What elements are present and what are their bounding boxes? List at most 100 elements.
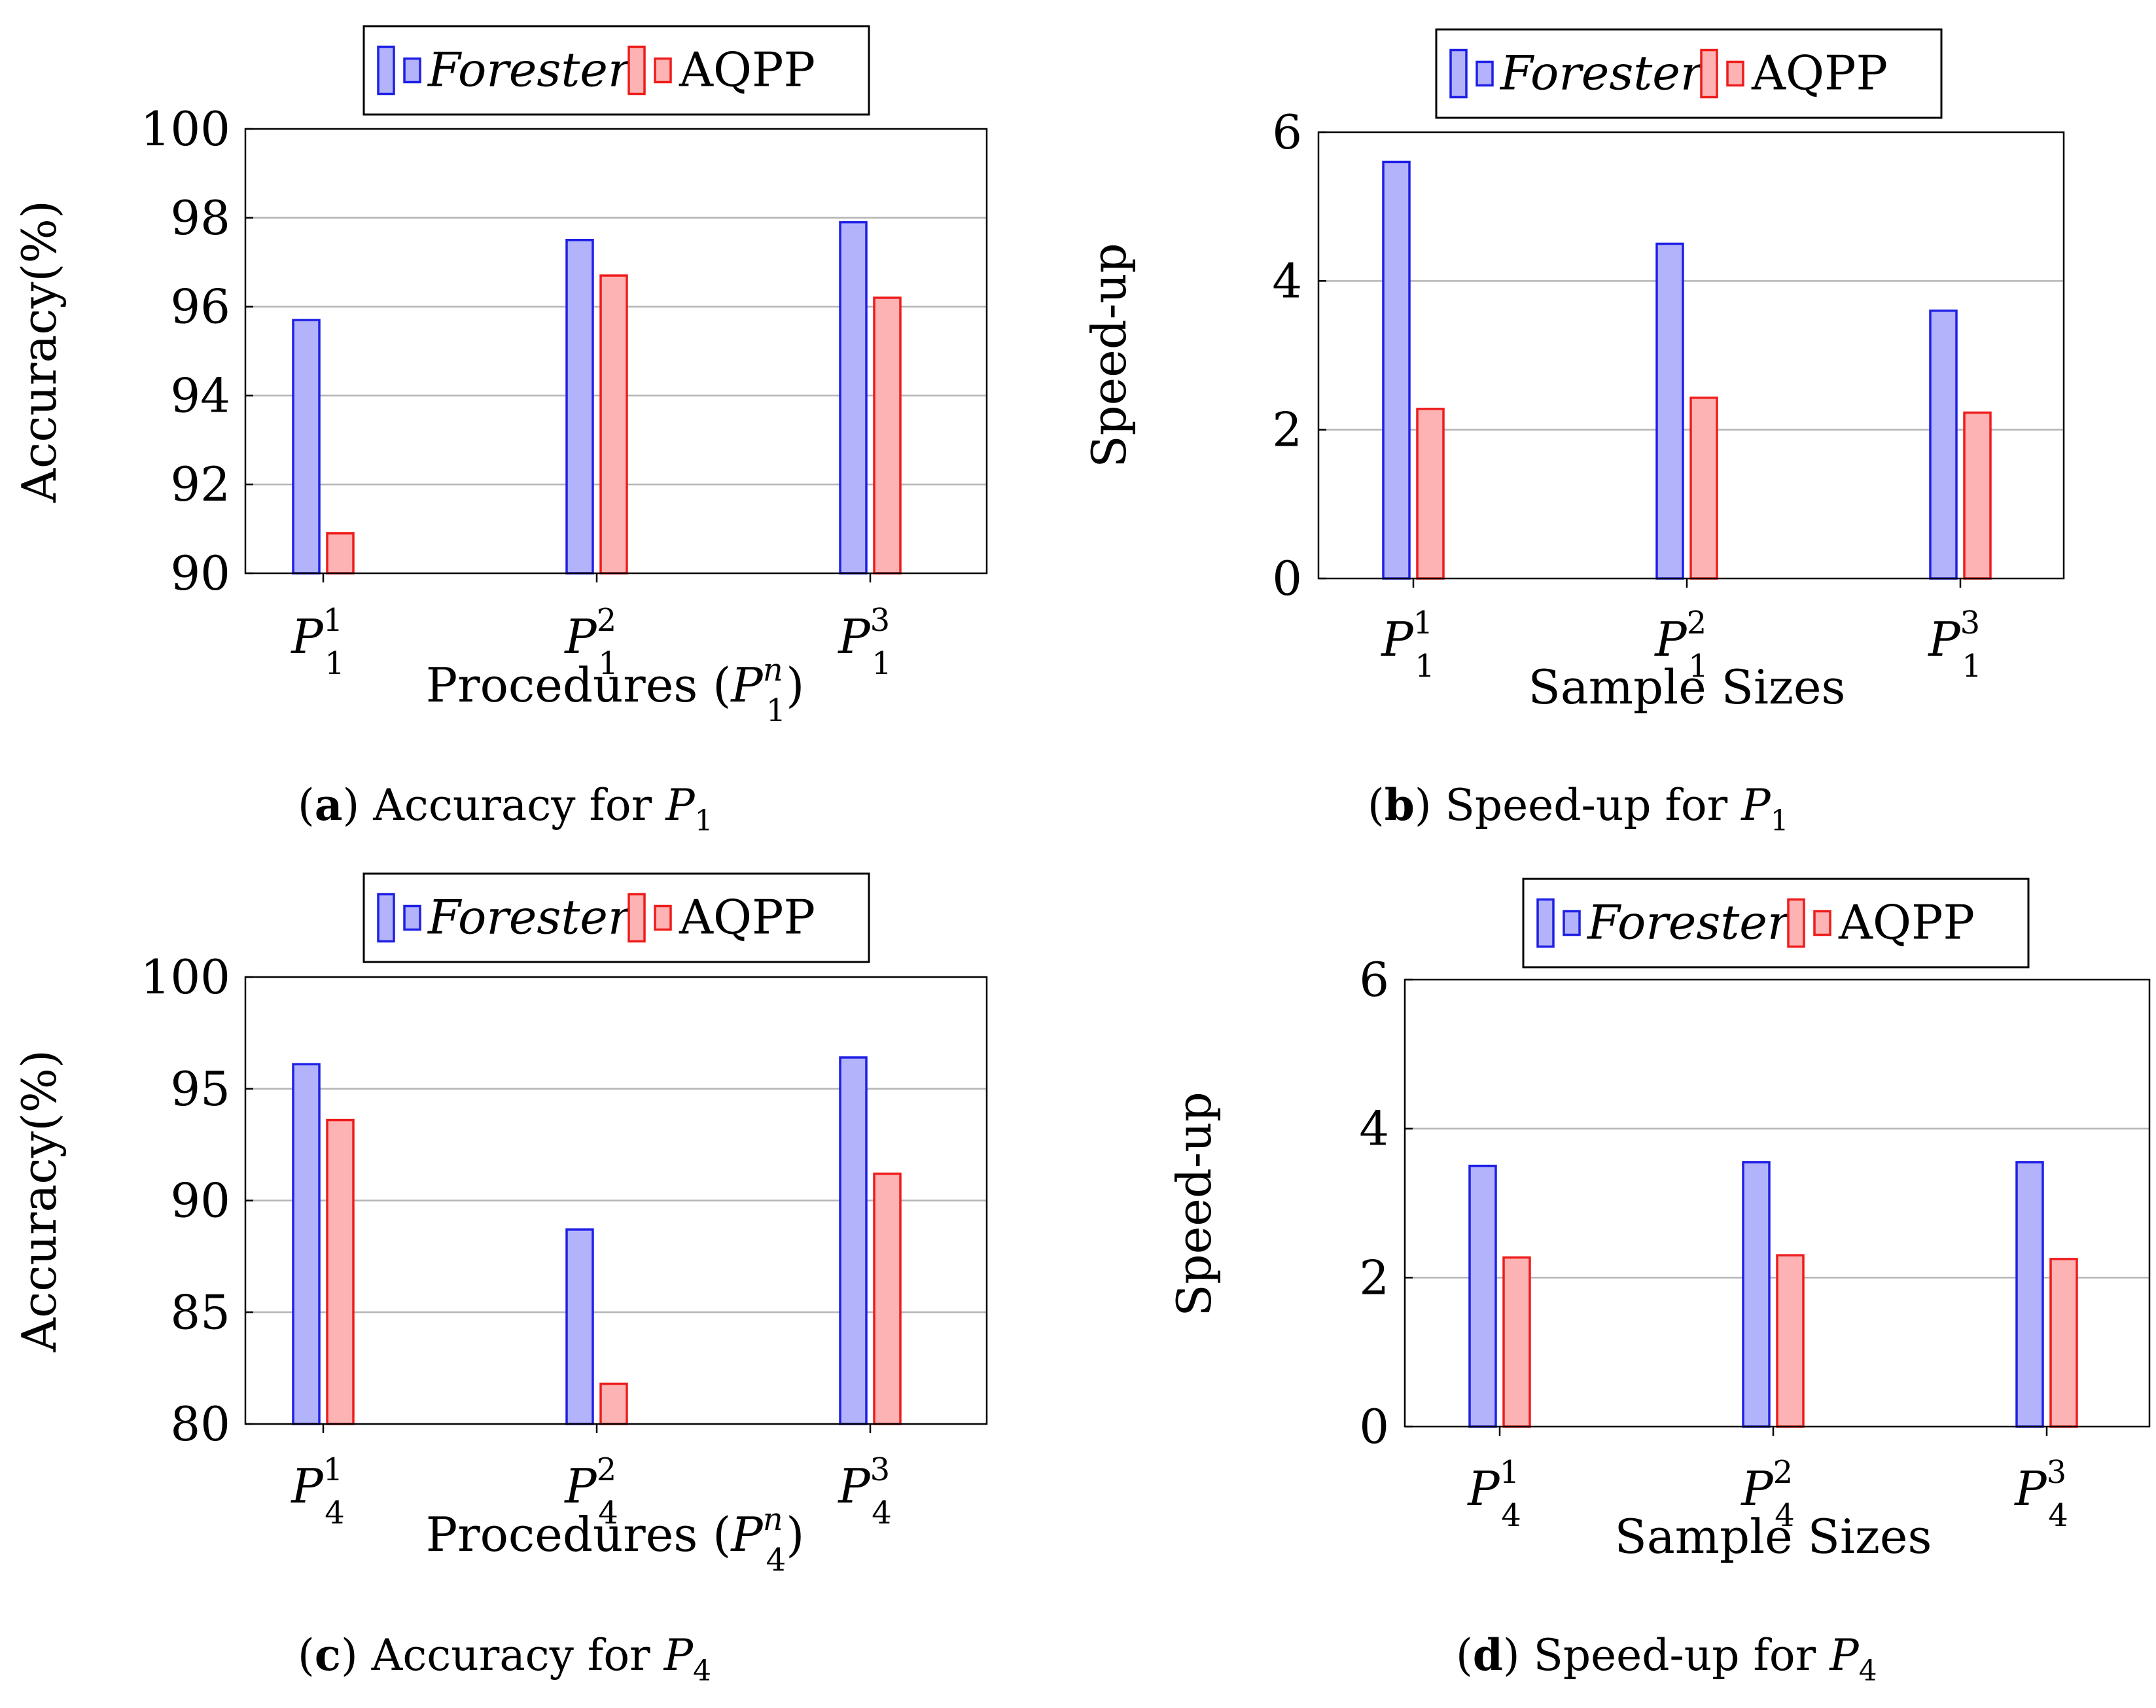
caption-var: P bbox=[1741, 780, 1771, 830]
bar-aqpp-2 bbox=[1689, 397, 1718, 580]
caption-close-paren: ) bbox=[1415, 780, 1445, 830]
legend-swatch-forester bbox=[1536, 898, 1555, 948]
x-axis-title-sup: n bbox=[763, 1501, 783, 1538]
category-sup: 1 bbox=[323, 602, 344, 639]
caption-space bbox=[652, 780, 665, 830]
bar-forester-1 bbox=[1468, 1164, 1497, 1428]
category-sup: 1 bbox=[323, 1451, 344, 1488]
y-tick-label: 80 bbox=[170, 1397, 230, 1451]
panel-caption: (d) Speed-up for P4 bbox=[1456, 1629, 1877, 1688]
category-sub: 4 bbox=[1501, 1497, 1521, 1534]
category-sub: 4 bbox=[1775, 1497, 1795, 1534]
caption-text: Speed-up for bbox=[1445, 780, 1728, 830]
legend-label-aqpp: AQPP bbox=[679, 43, 815, 98]
category-sub: 1 bbox=[1962, 648, 1982, 685]
caption-space bbox=[650, 1630, 664, 1681]
caption-open-paren: ( bbox=[298, 1630, 315, 1681]
caption-var: P bbox=[663, 1630, 694, 1681]
category-sub: 4 bbox=[2048, 1497, 2068, 1534]
legend: Forester AQPP bbox=[362, 25, 870, 116]
legend-label-forester: Forester bbox=[1586, 895, 1792, 950]
legend-box bbox=[1435, 28, 1943, 119]
bar-forester-3 bbox=[839, 1056, 868, 1425]
y-tick-label: 6 bbox=[1359, 952, 1389, 1007]
category-base: P bbox=[563, 609, 597, 664]
x-axis-title: Sample Sizes bbox=[1615, 1509, 1932, 1564]
legend-swatch-forester-small bbox=[1563, 910, 1581, 936]
y-tick-label: 2 bbox=[1272, 402, 1302, 457]
category-sub: 1 bbox=[598, 645, 618, 682]
category-base: P bbox=[837, 1459, 871, 1514]
caption-open-paren: ( bbox=[1368, 780, 1385, 830]
x-axis-title-sub: 4 bbox=[766, 1542, 786, 1578]
panel-caption: (b) Speed-up for P1 bbox=[1368, 779, 1789, 838]
x-tick-label: P2 1 bbox=[1653, 605, 1708, 685]
caption-sub: 4 bbox=[1859, 1654, 1877, 1688]
category-base: P bbox=[1466, 1461, 1500, 1516]
caption-text: Speed-up for bbox=[1534, 1630, 1816, 1681]
x-axis-title-text: Procedures ( bbox=[426, 1507, 732, 1562]
x-tick-label: P2 1 bbox=[563, 602, 618, 682]
legend-swatch-forester bbox=[377, 893, 395, 943]
x-tick-label: P3 1 bbox=[1927, 605, 1982, 685]
y-tick-label: 0 bbox=[1359, 1399, 1389, 1454]
legend-swatch-forester-small bbox=[403, 904, 421, 931]
y-axis-title: Accuracy(%) bbox=[12, 200, 67, 503]
legend-label-aqpp: AQPP bbox=[1838, 895, 1975, 950]
y-tick-label: 4 bbox=[1272, 253, 1302, 308]
legend: Forester AQPP bbox=[1522, 878, 2030, 969]
legend-swatch-forester bbox=[1449, 48, 1468, 99]
plot-frame bbox=[1317, 131, 2065, 580]
category-base: P bbox=[1380, 612, 1414, 667]
bar-aqpp-1 bbox=[1502, 1256, 1531, 1428]
caption-space bbox=[1816, 1630, 1829, 1681]
x-axis-title-var: P bbox=[730, 1507, 764, 1562]
category-sub: 4 bbox=[325, 1495, 345, 1531]
bar-forester-3 bbox=[1929, 310, 1958, 580]
bar-forester-1 bbox=[292, 1063, 321, 1425]
category-sup: 2 bbox=[597, 602, 617, 639]
plot-frame bbox=[244, 976, 988, 1425]
category-base: P bbox=[563, 1459, 597, 1514]
x-axis-title-sub: 1 bbox=[766, 692, 786, 729]
caption-sub: 1 bbox=[1771, 804, 1789, 838]
legend-label-forester: Forester bbox=[427, 890, 633, 945]
caption-close-paren: ) bbox=[1503, 1630, 1534, 1681]
legend-label-aqpp: AQPP bbox=[1751, 46, 1888, 101]
category-base: P bbox=[837, 609, 871, 664]
y-tick-label: 96 bbox=[170, 279, 230, 334]
y-tick-label: 2 bbox=[1359, 1250, 1389, 1305]
bar-forester-2 bbox=[565, 1228, 594, 1425]
y-tick-label: 0 bbox=[1272, 551, 1302, 606]
y-tick-label: 94 bbox=[170, 368, 230, 423]
category-sup: 2 bbox=[597, 1451, 617, 1488]
legend-swatch-aqpp-small bbox=[654, 57, 672, 84]
bar-aqpp-2 bbox=[599, 1382, 628, 1425]
caption-close-paren: ) bbox=[343, 780, 374, 830]
bar-aqpp-3 bbox=[1963, 411, 1992, 580]
y-axis-title: Speed-up bbox=[1167, 1092, 1222, 1317]
x-tick-label: P1 4 bbox=[290, 1451, 345, 1531]
y-tick-label: 85 bbox=[170, 1285, 230, 1340]
category-sup: 1 bbox=[1413, 605, 1434, 641]
y-tick-label: 95 bbox=[170, 1061, 230, 1116]
x-tick-label: P3 1 bbox=[837, 602, 892, 682]
legend-swatch-aqpp bbox=[627, 893, 646, 943]
category-sup: 2 bbox=[1687, 605, 1707, 641]
x-tick-label: P3 4 bbox=[2013, 1454, 2068, 1534]
x-axis-title-close: ) bbox=[786, 1507, 804, 1562]
legend: Forester AQPP bbox=[362, 872, 870, 963]
bar-aqpp-3 bbox=[2049, 1258, 2078, 1428]
bar-forester-1 bbox=[1382, 160, 1411, 580]
caption-letter: b bbox=[1385, 779, 1415, 830]
category-base: P bbox=[1653, 612, 1688, 667]
caption-var: P bbox=[1829, 1630, 1860, 1681]
category-base: P bbox=[290, 1459, 324, 1514]
legend-swatch-forester bbox=[377, 45, 395, 96]
bar-forester-2 bbox=[1742, 1161, 1771, 1428]
legend-box bbox=[1522, 878, 2030, 969]
